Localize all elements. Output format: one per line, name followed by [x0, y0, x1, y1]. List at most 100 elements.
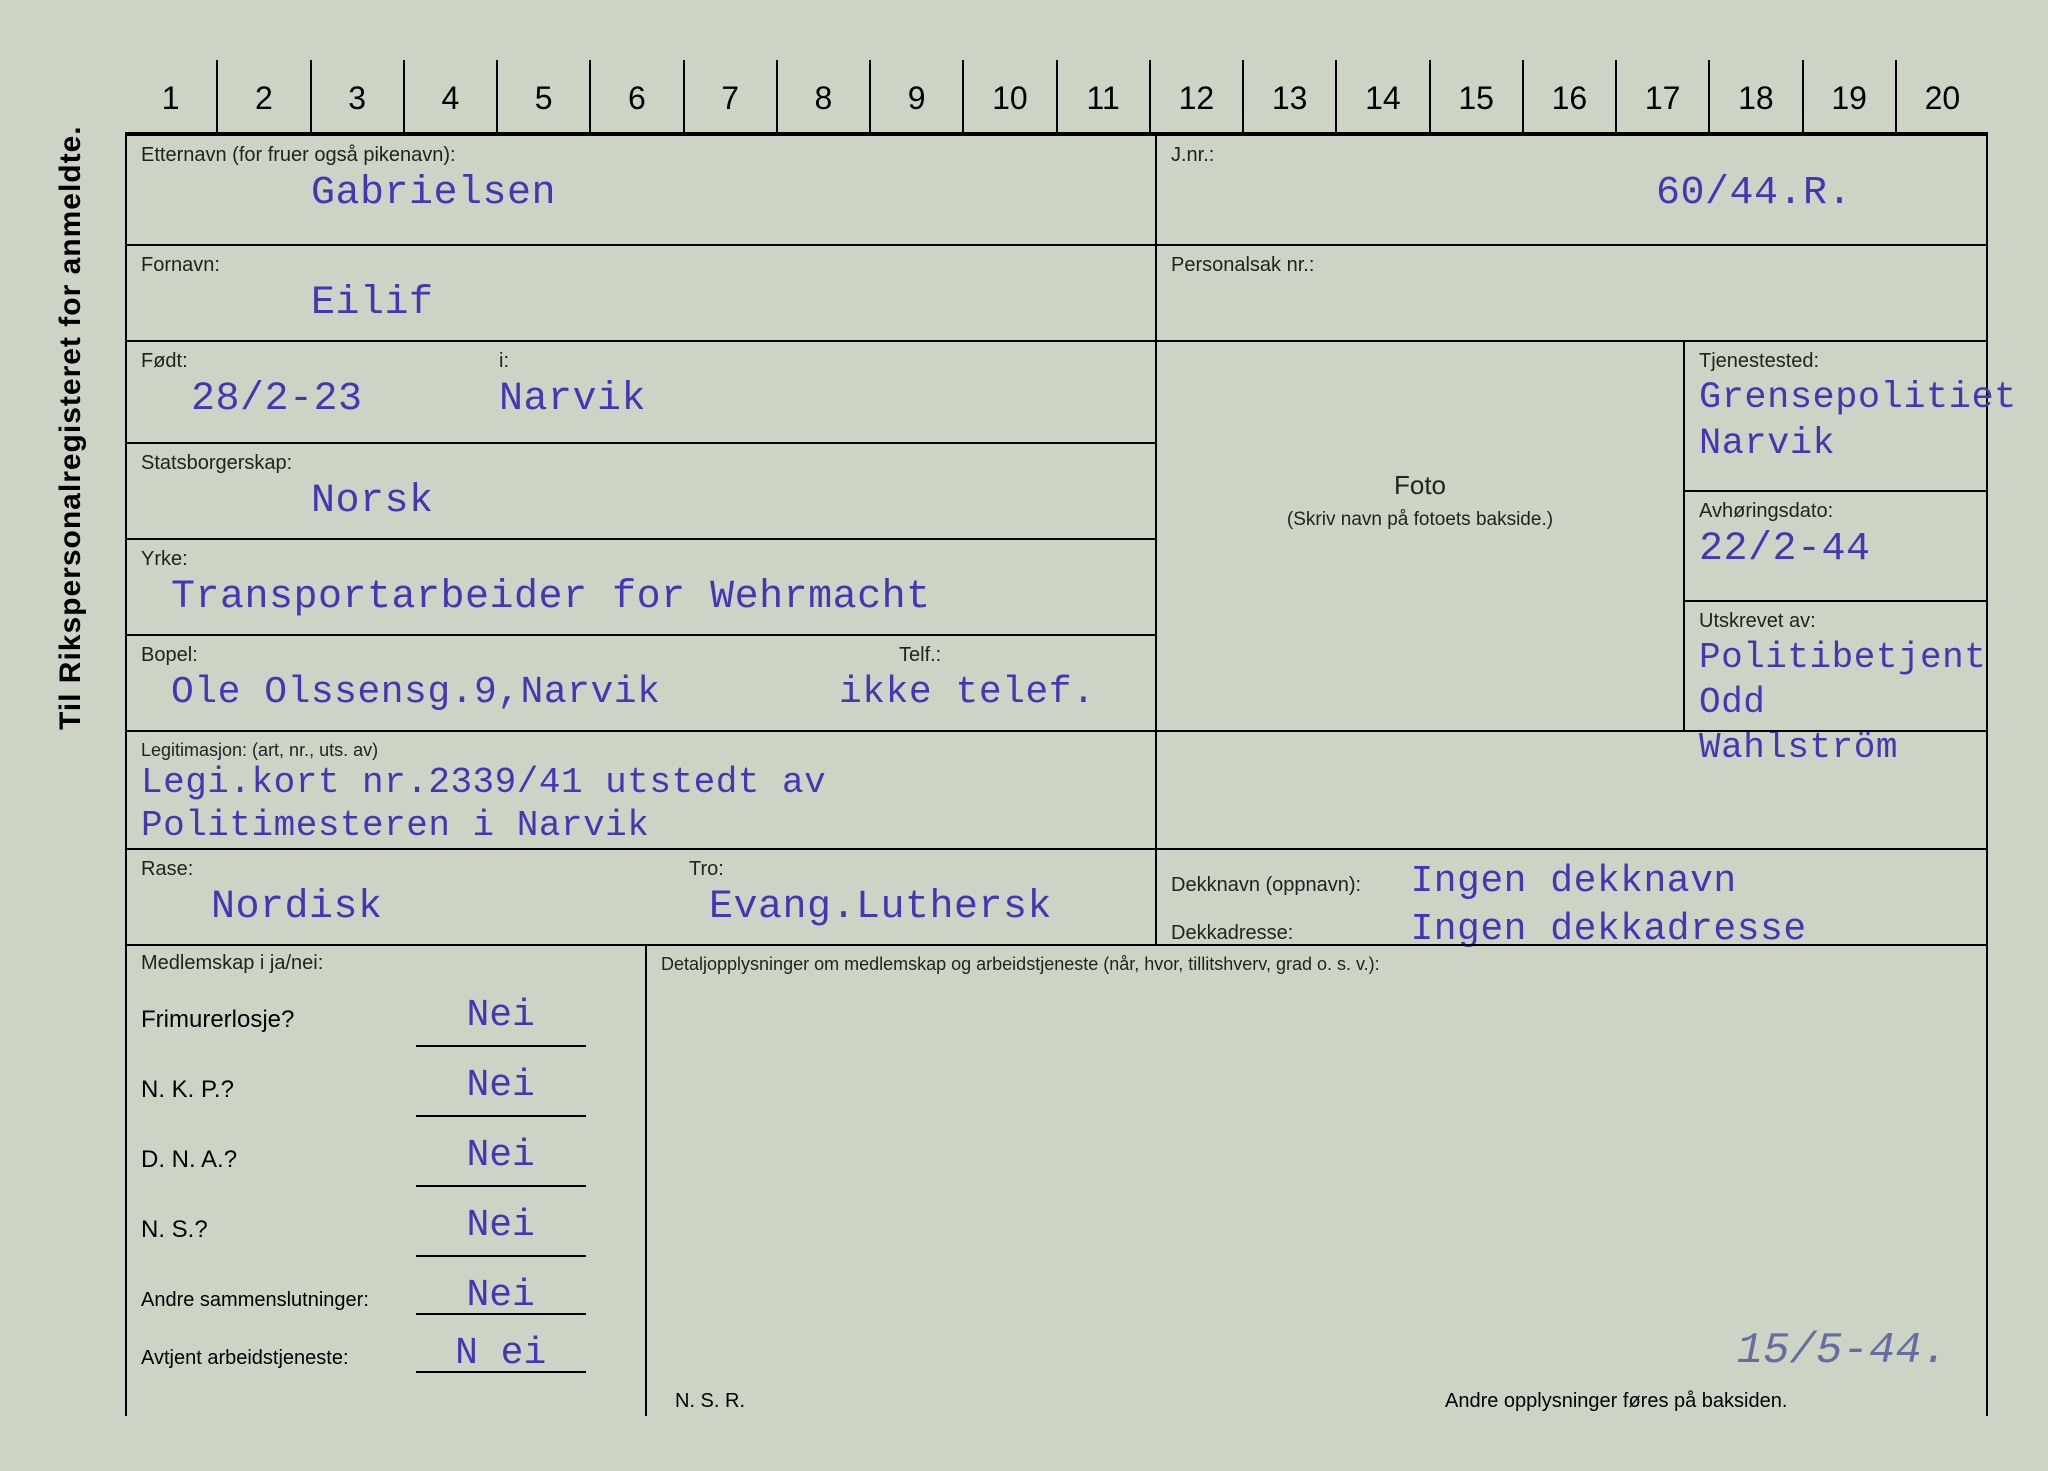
- membership-value: Nei: [466, 994, 534, 1037]
- label-avhoringsdato: Avhøringsdato:: [1699, 500, 1972, 525]
- membership-label: D. N. A.?: [141, 1133, 391, 1187]
- ruler-tick: 4: [403, 60, 496, 132]
- label-fodt-i: i:: [499, 350, 1141, 375]
- value-tro: Evang.Luthersk: [659, 883, 1141, 933]
- ruler-tick: 5: [496, 60, 589, 132]
- ruler-tick: 20: [1895, 60, 1988, 132]
- label-telf: Telf.:: [839, 644, 1141, 669]
- label-personalsak: Personalsak nr.:: [1171, 254, 1972, 279]
- field-avhoringsdato: Avhøringsdato: 22/2-44: [1683, 490, 1988, 600]
- field-statsborgerskap: Statsborgerskap: Norsk: [125, 442, 1155, 538]
- value-jnr: 60/44.R.: [1171, 169, 1972, 219]
- field-dekknavn: Dekknavn (oppnavn): Ingen dekknavn Dekka…: [1155, 848, 1988, 944]
- ruler-tick: 19: [1802, 60, 1895, 132]
- ruler-tick: 12: [1149, 60, 1242, 132]
- nsr-label: N. S. R.: [675, 1390, 745, 1413]
- ruler-tick: 7: [683, 60, 776, 132]
- field-personalsak: Personalsak nr.:: [1155, 244, 1988, 340]
- membership-value: Nei: [466, 1134, 534, 1177]
- label-jnr: J.nr.:: [1171, 144, 1972, 169]
- ruler-tick: 13: [1242, 60, 1335, 132]
- label-tjenestested: Tjenestested:: [1699, 350, 1972, 375]
- ruler-tick: 3: [310, 60, 403, 132]
- membership-row: N. S.? Nei: [141, 1199, 631, 1257]
- ruler-tick: 9: [869, 60, 962, 132]
- label-etternavn: Etternavn (for fruer også pikenavn):: [141, 144, 1141, 169]
- label-dekknavn: Dekknavn (oppnavn):: [1171, 874, 1406, 899]
- label-utskrevet: Utskrevet av:: [1699, 610, 1972, 635]
- handwritten-date: 15/5-44.: [1737, 1326, 1948, 1376]
- field-legitimasjon: Legitimasjon: (art, nr., uts. av) Legi.k…: [125, 730, 1155, 848]
- field-etternavn: Etternavn (for fruer også pikenavn): Gab…: [125, 136, 1155, 244]
- value-statsborgerskap: Norsk: [141, 477, 1141, 527]
- label-statsborgerskap: Statsborgerskap:: [141, 452, 1141, 477]
- form-grid: Etternavn (for fruer også pikenavn): Gab…: [125, 136, 1988, 1416]
- value-yrke: Transportarbeider for Wehrmacht: [141, 573, 1141, 623]
- field-foto: Foto (Skriv navn på fotoets bakside.): [1155, 340, 1683, 730]
- membership-label: N. K. P.?: [141, 1063, 391, 1117]
- ruler-tick: 15: [1429, 60, 1522, 132]
- field-telf: Telf.: ikke telef.: [825, 634, 1155, 730]
- ruler-tick: 14: [1335, 60, 1428, 132]
- value-legitimasjon: Legi.kort nr.2339/41 utstedt av Politime…: [141, 761, 1141, 847]
- membership-row: D. N. A.? Nei: [141, 1129, 631, 1187]
- ruler: 1 2 3 4 5 6 7 8 9 10 11 12 13 14 15 16 1…: [125, 60, 1988, 136]
- foto-label: Foto: [1171, 350, 1669, 501]
- field-fodt-i: i: Narvik: [485, 340, 1155, 442]
- membership-row: Frimurerlosje? Nei: [141, 989, 631, 1047]
- label-legitimasjon: Legitimasjon: (art, nr., uts. av): [141, 740, 378, 762]
- arbeidstjeneste-value: N ei: [455, 1332, 546, 1375]
- ruler-tick: 10: [962, 60, 1055, 132]
- membership-label: N. S.?: [141, 1203, 391, 1257]
- label-medlemskap: Medlemskap i ja/nei:: [141, 952, 631, 977]
- label-detalj: Detaljopplysninger om medlemskap og arbe…: [661, 954, 1972, 977]
- field-tro: Tro: Evang.Luthersk: [645, 848, 1155, 944]
- footer-right: Andre opplysninger føres på baksiden.: [1445, 1390, 1787, 1413]
- empty-box-1: [1155, 730, 1988, 848]
- side-label: Til Rikspersonalregisteret for anmeldte.: [54, 125, 88, 730]
- ruler-tick: 8: [776, 60, 869, 132]
- label-bopel: Bopel:: [141, 644, 811, 669]
- andre-value: Nei: [466, 1274, 534, 1317]
- field-yrke: Yrke: Transportarbeider for Wehrmacht: [125, 538, 1155, 634]
- value-telf: ikke telef.: [839, 669, 1141, 717]
- field-utskrevet: Utskrevet av: Politibetjent Odd Wahlströ…: [1683, 600, 1988, 730]
- card-inner: 1 2 3 4 5 6 7 8 9 10 11 12 13 14 15 16 1…: [125, 60, 1988, 1441]
- value-tjenestested: Grensepolitiet Narvik: [1699, 375, 1972, 468]
- value-fodt: 28/2-23: [141, 375, 471, 425]
- field-fornavn: Fornavn: Eilif: [125, 244, 1155, 340]
- membership-label: Frimurerlosje?: [141, 993, 391, 1047]
- ruler-tick: 18: [1708, 60, 1801, 132]
- arbeidstjeneste-row: Avtjent arbeidstjeneste: N ei: [141, 1339, 631, 1373]
- label-yrke: Yrke:: [141, 548, 1141, 573]
- ruler-tick: 1: [125, 60, 216, 132]
- ruler-tick: 2: [216, 60, 309, 132]
- label-fornavn: Fornavn:: [141, 254, 1141, 279]
- value-rase: Nordisk: [141, 883, 631, 933]
- value-fodt-i: Narvik: [499, 375, 1141, 425]
- field-fodt: Født: 28/2-23: [125, 340, 485, 442]
- membership-value: Nei: [466, 1204, 534, 1247]
- value-fornavn: Eilif: [141, 279, 1141, 329]
- label-dekkadresse: Dekkadresse:: [1171, 922, 1406, 947]
- ruler-tick: 16: [1522, 60, 1615, 132]
- ruler-tick: 6: [589, 60, 682, 132]
- field-tjenestested: Tjenestested: Grensepolitiet Narvik: [1683, 340, 1988, 490]
- foto-hint: (Skriv navn på fotoets bakside.): [1171, 501, 1669, 531]
- andre-row: Andre sammenslutninger: Nei: [141, 1281, 631, 1315]
- label-tro: Tro:: [659, 858, 1141, 883]
- field-medlemskap: Medlemskap i ja/nei: Frimurerlosje? Nei …: [125, 944, 645, 1416]
- registration-card: Til Rikspersonalregisteret for anmeldte.…: [30, 30, 2018, 1441]
- field-bopel: Bopel: Ole Olssensg.9,Narvik: [125, 634, 825, 730]
- value-etternavn: Gabrielsen: [141, 169, 1141, 219]
- arbeidstjeneste-label: Avtjent arbeidstjeneste:: [141, 1343, 391, 1373]
- label-rase: Rase:: [141, 858, 631, 883]
- label-fodt: Født:: [141, 350, 471, 375]
- value-avhoringsdato: 22/2-44: [1699, 525, 1972, 575]
- membership-value: Nei: [466, 1064, 534, 1107]
- membership-row: N. K. P.? Nei: [141, 1059, 631, 1117]
- field-rase: Rase: Nordisk: [125, 848, 645, 944]
- ruler-tick: 11: [1056, 60, 1149, 132]
- ruler-tick: 17: [1615, 60, 1708, 132]
- field-jnr: J.nr.: 60/44.R.: [1155, 136, 1988, 244]
